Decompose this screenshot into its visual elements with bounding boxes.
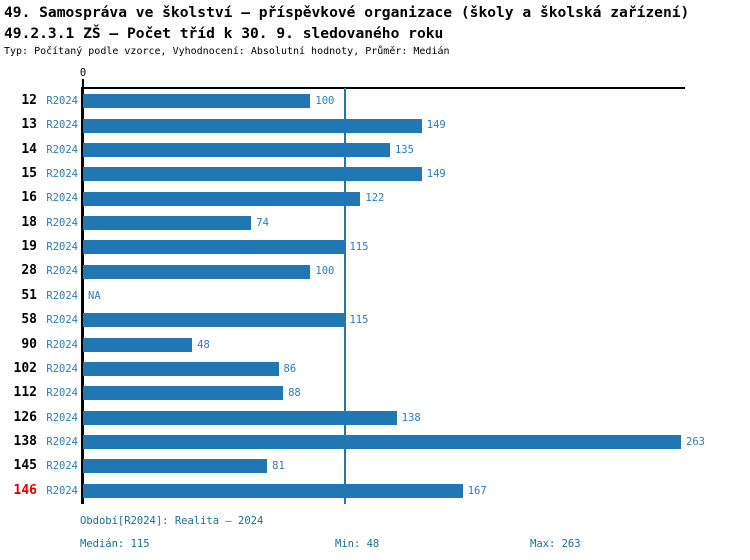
bar — [83, 191, 361, 206]
bar-row: 126 R2024 138 — [0, 406, 750, 430]
row-period-label: R2024 — [46, 289, 78, 302]
bar-value-label: 115 — [349, 241, 369, 254]
chart-title-line2: 49.2.3.1 ZŠ – Počet tříd k 30. 9. sledov… — [4, 25, 444, 42]
bar-na-label: NA — [88, 289, 101, 302]
row-period-label: R2024 — [46, 192, 78, 205]
row-category-label: 15 — [21, 166, 37, 182]
row-period-label: R2024 — [46, 241, 78, 254]
row-period-label: R2024 — [46, 314, 78, 327]
row-period-label: R2024 — [46, 411, 78, 424]
row-category-label: 18 — [21, 214, 37, 230]
bar-value-label: 135 — [394, 143, 414, 156]
bar-row: 19 R2024 115 — [0, 235, 750, 259]
chart-title-line1: 49. Samospráva ve školství – příspěvkové… — [4, 4, 690, 21]
bar-value-label: 122 — [365, 192, 385, 205]
bar-row: 102 R2024 86 — [0, 357, 750, 381]
bar-row: 138 R2024 263 — [0, 430, 750, 454]
row-category-label: 102 — [13, 360, 37, 376]
bar — [83, 94, 311, 109]
row-period-label: R2024 — [46, 216, 78, 229]
row-category-label: 16 — [21, 190, 37, 206]
bar-value-label: 88 — [288, 387, 301, 400]
row-period-label: R2024 — [46, 265, 78, 278]
bar — [83, 483, 463, 498]
bar-row: 28 R2024 100 — [0, 259, 750, 283]
footer-max-label: Max: 263 — [530, 538, 581, 550]
bar — [83, 435, 681, 450]
x-axis-zero-tick-label: 0 — [79, 67, 87, 79]
bar — [83, 215, 252, 230]
x-axis-zero-tick — [82, 79, 84, 87]
bar — [83, 118, 422, 133]
y-axis-line — [81, 87, 84, 504]
bar-value-label: 149 — [426, 168, 446, 181]
bar-row: 13 R2024 149 — [0, 113, 750, 137]
bar-value-label: 263 — [686, 435, 705, 448]
bar — [83, 386, 284, 401]
median-reference-line — [344, 88, 346, 504]
bar-value-label: 74 — [256, 216, 269, 229]
bar-value-label: 138 — [401, 411, 421, 424]
bar — [83, 264, 311, 279]
row-category-label: 13 — [21, 117, 37, 133]
row-period-label: R2024 — [46, 460, 78, 473]
row-category-label: 138 — [13, 433, 37, 449]
bar-value-label: 81 — [272, 460, 285, 473]
bar-row: 12 R2024 100 — [0, 89, 750, 113]
bar-value-label: 115 — [349, 314, 369, 327]
row-category-label: 146 — [13, 482, 37, 498]
bar — [83, 459, 268, 474]
bar — [83, 410, 397, 425]
row-period-label: R2024 — [46, 95, 78, 107]
row-period-label: R2024 — [46, 168, 78, 181]
bar — [83, 362, 279, 377]
bar — [83, 142, 390, 157]
bar-row: 146 R2024 167 — [0, 479, 750, 503]
row-category-label: 14 — [21, 141, 37, 157]
bar-row: 90 R2024 48 — [0, 333, 750, 357]
bar-row: 16 R2024 122 — [0, 186, 750, 210]
row-period-label: R2024 — [46, 362, 78, 375]
row-period-label: R2024 — [46, 387, 78, 400]
footer-median-label: Medián: 115 — [80, 538, 150, 550]
row-period-label: R2024 — [46, 435, 78, 448]
footer-period-label: Období[R2024]: Realita – 2024 — [80, 515, 264, 527]
bar-row: 18 R2024 74 — [0, 211, 750, 235]
bar — [83, 313, 345, 328]
row-period-label: R2024 — [46, 338, 78, 351]
x-axis-line — [81, 87, 685, 89]
row-category-label: 19 — [21, 239, 37, 255]
bar-row: 112 R2024 88 — [0, 381, 750, 405]
row-period-label: R2024 — [46, 119, 78, 132]
row-category-label: 126 — [13, 409, 37, 425]
bar — [83, 167, 422, 182]
bar-value-label: 100 — [315, 265, 335, 278]
bar-row: 145 R2024 81 — [0, 454, 750, 478]
row-category-label: 28 — [21, 263, 37, 279]
bar — [83, 337, 193, 352]
row-period-label: R2024 — [46, 484, 78, 497]
row-category-label: 145 — [13, 458, 37, 474]
bar-value-label: 149 — [426, 119, 446, 132]
bar-row: 15 R2024 149 — [0, 162, 750, 186]
row-category-label: 112 — [13, 385, 37, 401]
bar — [83, 240, 345, 255]
bar-row: 58 R2024 115 — [0, 308, 750, 332]
row-period-label: R2024 — [46, 143, 78, 156]
bar-value-label: 100 — [315, 95, 335, 107]
bar-row: 51 R2024 NA — [0, 284, 750, 308]
footer-min-label: Min: 48 — [335, 538, 380, 550]
bar-value-label: 86 — [283, 362, 297, 375]
bar-value-label: 48 — [197, 338, 210, 351]
bar-value-label: 167 — [467, 484, 487, 497]
row-category-label: 51 — [21, 287, 37, 303]
chart-meta-line: Typ: Počítaný podle vzorce, Vyhodnocení:… — [4, 46, 450, 57]
bar-row: 14 R2024 135 — [0, 138, 750, 162]
row-category-label: 90 — [21, 336, 37, 352]
row-category-label: 12 — [21, 93, 37, 108]
row-category-label: 58 — [21, 312, 37, 328]
